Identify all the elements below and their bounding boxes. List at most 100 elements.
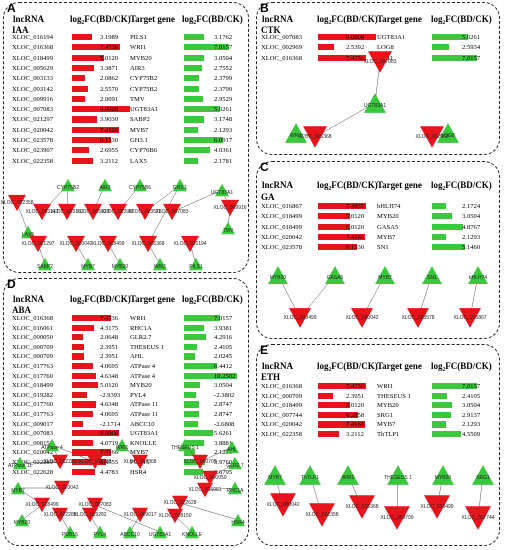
network-edge [21,504,43,521]
target-fc-bar [184,391,197,398]
lnc-fc-bar [318,233,366,241]
lncrna-id: XLOC_017763 [12,411,54,418]
lnc-fc-bar [72,85,89,92]
network-edge [94,504,161,533]
lncrna-id: XLOC_009916 [12,95,54,103]
target-gene: TMV [130,95,145,103]
target-fc-value: 2.1781 [214,157,233,165]
lnc-fc-value: 3.2112 [100,157,118,165]
lnc-node [54,480,70,496]
lncrna-id: XLOC_018499 [261,402,303,410]
lnc-fc-value: 5.0120 [100,54,119,62]
lnc-node [192,454,208,470]
lncrna-id: XLOC_005629 [12,64,54,72]
target-fc-value: 2.3799 [214,75,233,83]
target-fc-bar [432,203,446,210]
target-fc-bar [432,213,452,220]
lnc-fc-bar [318,203,366,210]
target-fc-value: 2.4105 [462,392,481,400]
lnc-node [29,235,47,253]
lnc-fc-bar [318,402,351,409]
lnc-node [384,506,410,530]
lncrna-id: XLOC_017763 [12,363,54,370]
gene-node [11,481,25,495]
table-row: XLOC_020042 7.4166 MYB7 2.1293 [0,449,505,457]
gene-node [221,221,235,235]
lnc-node-label: XLOC_020042 [266,502,299,508]
network-edge [174,515,193,533]
gene-node-label: CYP75B6 [129,185,151,191]
lnc-node-label: XLOC_016867 [453,315,486,321]
lnc-fc-value: -2.1714 [100,420,121,428]
target-gene: THESEUS 1 [130,343,164,351]
lnc-node [172,495,188,511]
col-header-target-fc: log₂FC(BD/CK) [431,180,492,190]
lnc-fc-value: 7.4736 [346,383,365,390]
lnc-node-label: XLOC_023907 [101,209,134,215]
panel-d [3,278,249,546]
lnc-node-label: XLOC_017763 [78,459,111,465]
table-row: XLOC_022628 4.4783 HSR4 3.6795 [0,468,505,477]
target-fc-bar [184,343,197,350]
gene-node [325,266,345,284]
target-fc-value: 3.0504 [462,213,481,221]
target-gene: PYL4 [130,391,146,399]
lnc-fc-value: 7.4736 [100,315,119,322]
gene-node [45,438,59,452]
panel-b [256,2,500,155]
target-gene: WRI1 [130,315,147,322]
lnc-fc-value: 4.3175 [100,324,119,332]
target-fc-bar [432,34,468,41]
target-gene: AHL [130,353,144,361]
col-header-target-fc: log₂FC(BD/CK) [182,294,243,304]
gene-node [228,481,242,495]
gene-node-label: MYB7 [378,275,392,281]
col-header-lncrna: lncRNA [262,180,293,190]
lnc-fc-bar [72,324,95,331]
lnc-fc-value: 9.0008 [100,430,119,438]
col-header-target-fc: log₂FC(BD/CK) [431,361,492,371]
col-header-lncrna: lncRNA [13,14,44,24]
gene-node-label: bHLH74 [469,275,488,281]
network-edge [16,202,29,233]
network-edge [179,502,239,521]
gene-node-label: RHC1A [227,488,245,494]
panel-label-c: C [260,160,269,174]
col-header-lnc-fc: log₂FC(BD/CK) [70,14,131,24]
lnc-node [87,454,103,470]
gene-node [337,465,359,485]
network-edge [314,102,376,138]
lnc-node-label: XLOC_007083 [363,59,396,65]
lnc-node-label: XLOC_016194 [173,241,206,247]
lncrna-id: XLOC_016368 [12,44,54,52]
gene-node [285,123,307,143]
lncrna-id: XLOC_022628 [12,468,54,476]
target-gene: MYB20 [377,213,399,221]
target-fc-value: 3.1748 [214,116,233,124]
target-gene: HSR4 [130,468,147,476]
lnc-node-label: XLOC_009916 [213,205,246,211]
target-fc-value: 4.5509 [462,431,481,438]
lncrna-id: XLOC_003133 [12,75,54,83]
lnc-fc-bar [318,223,351,230]
table-row: XLOC_016061 4.3175 RHC1A 3.9381 [0,324,505,333]
lncrna-id: XLOC_016867 [261,203,303,210]
lnc-fc-bar [72,372,97,379]
target-fc-bar [432,54,477,61]
target-fc-value: 10.2502 [214,372,236,380]
target-gene: LAX5 [130,157,147,165]
lnc-fc-value: 7.4935 [346,203,365,210]
gene-node-label: KNOLLE [182,532,202,538]
lnc-node-label: XLOC_016061 [188,487,221,493]
gene-node [225,440,239,454]
gene-node-label: WRI1 [342,475,355,481]
target-fc-bar [432,411,451,418]
gene-node [15,513,29,527]
gene-node-label: ATPase 4 [41,445,63,451]
table-row: XLOC_009916 2.0091 TMV 2.9529 [0,95,505,104]
lncrna-id: XLOC_008150 [12,439,54,447]
target-gene: ThTLP1 [377,431,400,438]
lnc-node [139,235,157,253]
lnc-node-label: XLOC_009017 [123,512,156,518]
lnc-node-label: XLOC_000709 [380,515,413,521]
